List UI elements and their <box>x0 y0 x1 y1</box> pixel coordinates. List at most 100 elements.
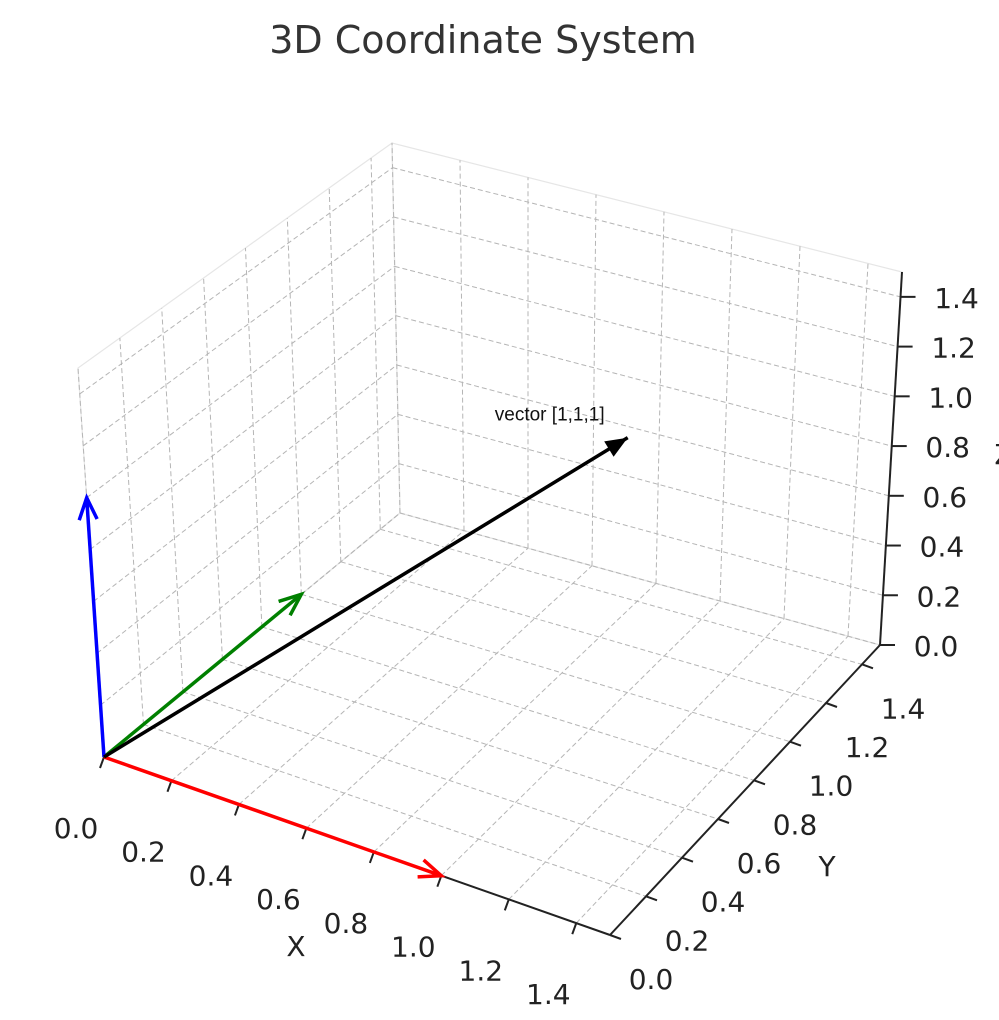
gridline-floor-x <box>171 530 465 782</box>
gridline-floor-y <box>222 658 719 820</box>
y-tick-label: 1.2 <box>845 731 890 764</box>
pane-y <box>391 142 903 646</box>
gridline-floor-y <box>261 626 755 781</box>
y-tick-mark <box>717 818 730 824</box>
y-tick-mark <box>789 740 802 747</box>
gridline-back-x <box>591 194 597 566</box>
y-axis-line <box>609 644 881 936</box>
y-tick-label: 0.8 <box>773 808 818 841</box>
gridline-back-x <box>391 142 401 514</box>
vector-diagonal-shaft <box>103 436 629 759</box>
gridline-left-z <box>96 413 399 654</box>
vector-z-head <box>77 493 99 521</box>
gridline-back-z <box>399 512 881 646</box>
x-tick-label: 1.4 <box>526 978 571 1011</box>
gridline-left-y <box>161 307 184 692</box>
z-tick-label: 1.2 <box>931 332 976 365</box>
y-tick-label: 0.2 <box>665 924 710 957</box>
y-tick-mark <box>681 856 694 863</box>
z-tick-label: 1.0 <box>928 381 973 414</box>
z-tick-label: 0.0 <box>914 630 959 663</box>
y-tick-label: 0.6 <box>737 847 782 880</box>
vector-y-shaft <box>102 592 303 759</box>
y-tick-mark <box>609 934 622 940</box>
gridline-back-z <box>398 463 884 596</box>
gridline-back-x <box>847 263 869 637</box>
x-tick-mark <box>571 922 578 935</box>
z-tick-label: 0.4 <box>920 531 965 564</box>
gridline-left-z <box>79 167 393 395</box>
gridline-back-z <box>395 315 892 447</box>
gridline-back-x <box>783 246 801 619</box>
vector-z-shaft <box>84 497 106 758</box>
vector-y-head <box>278 591 305 617</box>
gridline-left-z <box>89 315 397 550</box>
z-tick-label: 0.8 <box>925 431 970 464</box>
vectors <box>77 436 629 879</box>
gridline-left-z <box>93 364 398 602</box>
x-tick-label: 0.0 <box>54 812 99 845</box>
vector-x <box>103 755 446 879</box>
x-tick-mark <box>368 851 375 864</box>
gridline-back-z <box>397 413 886 547</box>
z-axis-label: Z <box>994 438 999 471</box>
vector-annotation: vector [1,1,1] <box>495 405 605 426</box>
vector-diagonal <box>103 436 629 759</box>
vector-x-shaft <box>103 755 442 878</box>
x-tick-label: 0.8 <box>324 907 369 940</box>
gridline-back-z <box>393 216 898 348</box>
vector-z <box>77 493 106 758</box>
gridline-left-y <box>244 247 263 627</box>
gridline-left-y <box>286 217 302 595</box>
gridline-back-z <box>396 364 889 497</box>
y-tick-label: 1.0 <box>809 770 854 803</box>
gridline-left-z <box>86 265 395 499</box>
gridline-back-z <box>394 265 895 397</box>
vector-x-head <box>417 858 446 879</box>
y-tick-mark <box>861 663 874 670</box>
y-tick-label: 0.4 <box>701 886 746 919</box>
gridline-back-z <box>392 167 901 298</box>
x-tick-label: 0.2 <box>121 836 166 869</box>
z-axis-line <box>879 271 903 646</box>
gridline-floor-x <box>575 635 849 924</box>
gridline-back-x <box>459 160 465 531</box>
gridline-back-x <box>719 228 733 602</box>
vector-diagonal-head <box>604 437 628 457</box>
gridline-left-y <box>370 157 381 530</box>
x-tick-mark <box>301 827 308 840</box>
x-tick-mark <box>233 804 240 816</box>
x-tick-label: 1.0 <box>391 931 436 964</box>
vector-y <box>102 591 305 759</box>
gridline-floor-y <box>380 528 863 665</box>
labels: 0.0 0.0 0.0 0.2 0.2 0.2 0.4 0.4 0.4 0.6 0.6 0.6 0.8 0… <box>54 282 999 1011</box>
gridline-floor-x <box>306 565 593 829</box>
gridline-floor-x <box>373 583 657 853</box>
gridline-left-y <box>328 187 342 562</box>
gridline-back-x <box>655 211 665 584</box>
x-axis-label: X <box>286 930 305 963</box>
x-tick-mark <box>166 780 173 793</box>
gridline-left-y <box>203 277 223 660</box>
y-tick-mark <box>645 895 658 902</box>
gridline-floor-y <box>301 593 791 743</box>
y-tick-label: 0.0 <box>629 963 674 996</box>
gridline-left-y <box>119 337 144 725</box>
x-tick-mark <box>436 875 443 888</box>
z-tick-label: 1.4 <box>934 282 979 315</box>
y-tick-mark <box>753 779 766 786</box>
x-tick-label: 0.4 <box>189 860 234 893</box>
chart-title: 3D Coordinate System <box>269 18 697 62</box>
gridline-floor-y <box>340 561 827 704</box>
y-tick-mark <box>825 702 838 708</box>
gridline-floor-x <box>508 618 785 900</box>
x-tick-label: 1.2 <box>459 954 504 987</box>
gridline-floor-y <box>182 691 683 859</box>
y-tick-label: 1.4 <box>881 692 926 725</box>
x-tick-mark <box>503 899 510 911</box>
z-tick-label: 0.2 <box>917 580 962 613</box>
z-tick-label: 0.6 <box>923 481 968 514</box>
y-axis-label: Y <box>817 850 836 883</box>
gridline-left-z <box>82 216 394 447</box>
